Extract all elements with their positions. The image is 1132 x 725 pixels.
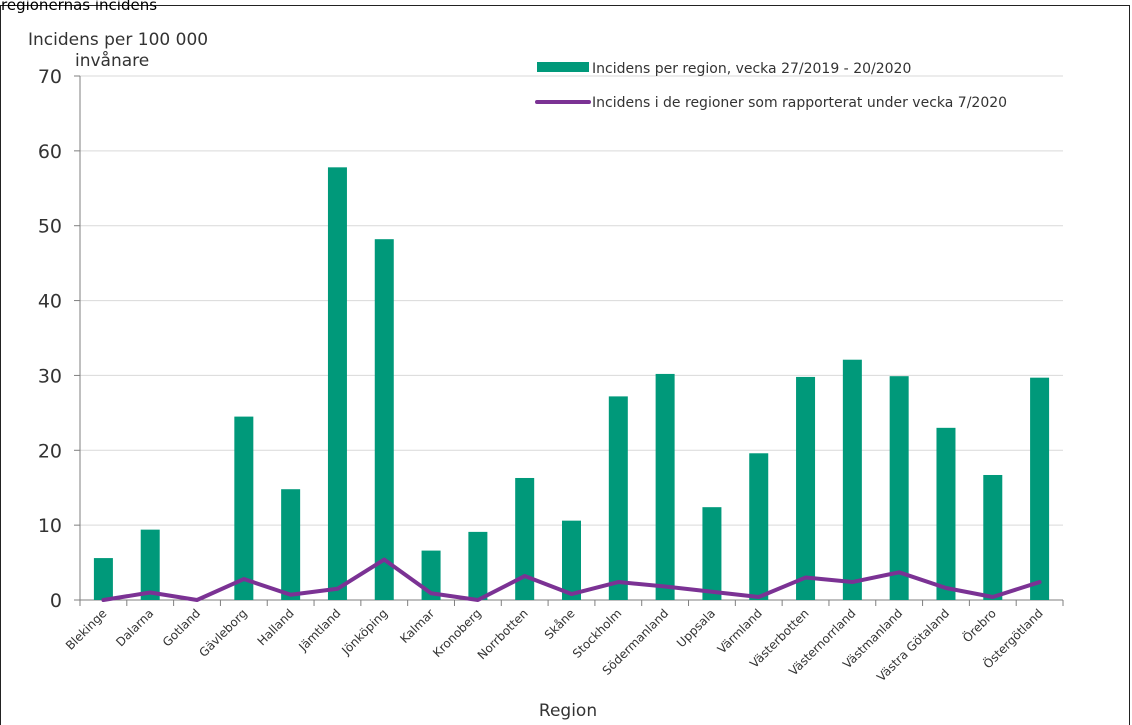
x-tick-label: Norrbotten [475,606,531,662]
x-tick-label: Jönköping [338,606,390,658]
x-tick-label: Jämtland [295,606,343,654]
bar [702,507,722,600]
y-tick-label: 70 [38,66,62,88]
x-tick-label: Värmland [715,606,765,656]
legend-bar-swatch [537,62,589,72]
header-fragment: regionernas incidens [1,0,158,14]
bar [327,167,347,600]
x-tick-label: Gävleborg [196,606,250,660]
legend-line-label: Incidens i de regioner som rapporterat u… [592,95,1007,111]
y-tick-label: 30 [38,365,62,387]
bar [983,474,1003,600]
x-axis-title: Region [539,701,597,720]
legend: Incidens per region, vecka 27/2019 - 20/… [535,61,1007,111]
y-tick-label: 60 [38,141,62,163]
y-tick-label: 10 [38,515,62,537]
x-tick-label: Dalarna [113,606,156,649]
bar [374,239,394,600]
y-tick-label: 20 [38,440,62,462]
x-tick-label: Halland [255,606,297,648]
bar [515,477,535,600]
y-axis-ticks: 0 10 20 30 40 50 60 70 [38,66,1064,612]
bar [140,529,160,600]
x-tick-label: Kalmar [397,606,437,646]
line-series-path [101,557,1042,602]
x-tick-label: Skåne [542,606,578,642]
y-tick-label: 40 [38,291,62,313]
y-tick-label: 0 [50,590,62,612]
bar [1030,377,1050,600]
bar [655,373,675,600]
bar [749,453,769,600]
gridlines [80,75,1063,526]
bar [468,531,488,600]
bar-series [93,167,1050,600]
bar [234,416,254,600]
bar [608,396,628,600]
x-tick-label: Blekinge [63,606,110,653]
bar [281,489,301,600]
bar [796,376,816,600]
y-tick-label: 50 [38,216,62,238]
line-series [101,557,1042,602]
legend-bar-label: Incidens per region, vecka 27/2019 - 20/… [592,61,911,77]
x-tick-label: Gotland [160,606,203,649]
bar [889,376,909,600]
bar [562,520,581,600]
x-tick-label: Uppsala [674,606,718,650]
bar [936,427,956,600]
bar [842,359,862,600]
y-axis-title-line1: Incidens per 100 000 [28,30,208,50]
y-axis-title-line2: invånare [75,50,149,71]
bar [93,558,113,600]
x-tick-label: Örebro [959,605,999,645]
